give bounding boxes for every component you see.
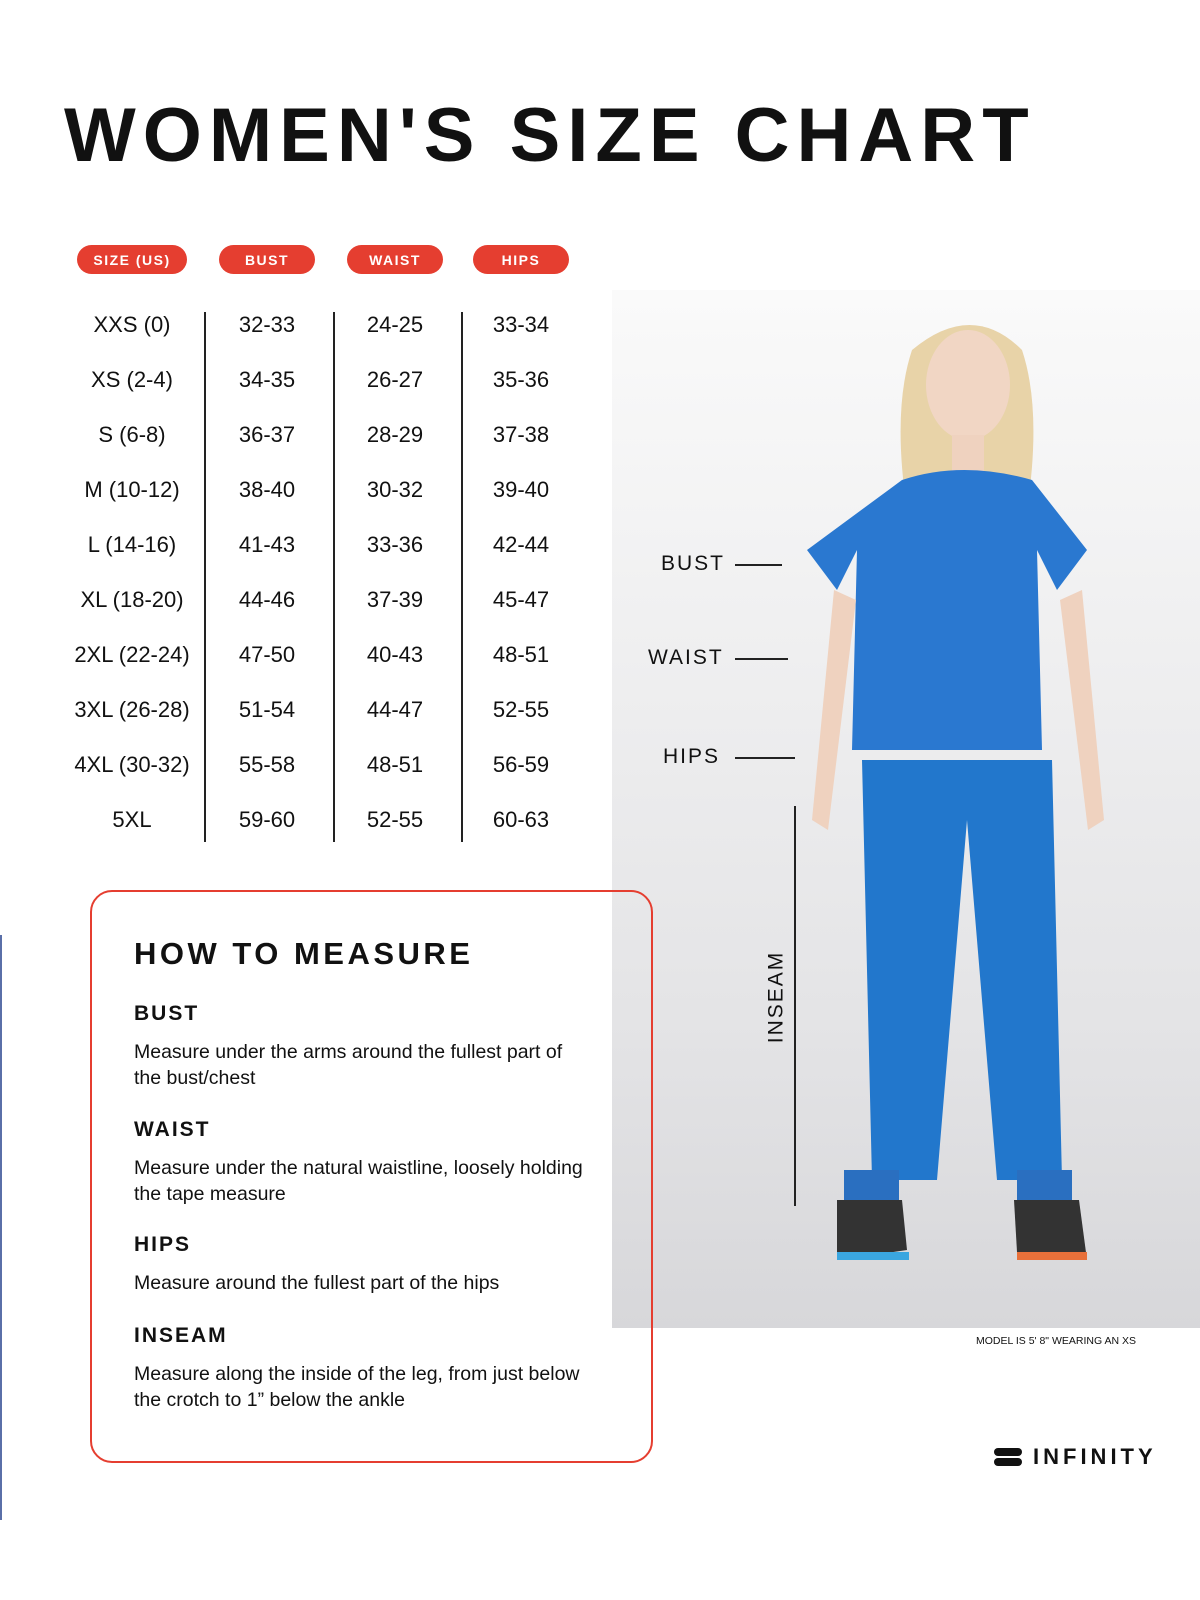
inseam-line [794, 806, 796, 1206]
table-cell: 4XL (30-32) [74, 752, 190, 777]
table-cell: 37-38 [492, 422, 550, 447]
table-cell: 26-27 [366, 367, 424, 392]
waist-line [735, 658, 788, 660]
table-cell: 48-51 [366, 752, 424, 777]
table-cell: 3XL (26-28) [74, 697, 190, 722]
column-divider [333, 312, 335, 842]
hips-label: HIPS [663, 745, 721, 768]
section-text: Measure under the natural waistline, loo… [134, 1157, 583, 1205]
table-cell: 42-44 [492, 532, 550, 557]
table-cell: XL (18-20) [80, 587, 184, 612]
table-cell: XS (2-4) [91, 367, 173, 392]
column-divider [204, 312, 206, 842]
bust-label: BUST [661, 552, 726, 575]
section-heading: HIPS [134, 1233, 192, 1256]
section-heading: BUST [134, 1002, 200, 1025]
column-divider [461, 312, 463, 842]
section-text: Measure under the arms around the fulles… [134, 1041, 563, 1089]
table-cell: 33-34 [492, 312, 550, 337]
model-illustration [807, 325, 1104, 1260]
column-header: WAIST [347, 245, 443, 274]
hips-line [735, 757, 795, 759]
table-cell: 55-58 [238, 752, 296, 777]
bust-line [735, 564, 782, 566]
table-cell: 44-47 [366, 697, 424, 722]
table-cell: 2XL (22-24) [74, 642, 190, 667]
table-cell: 38-40 [238, 477, 296, 502]
table-cell: S (6-8) [98, 422, 166, 447]
how-to-measure-panel: HOW TO MEASURE BUST Measure under the arm… [90, 890, 653, 1463]
table-cell: 33-36 [366, 532, 424, 557]
table-cell: 48-51 [492, 642, 550, 667]
inseam-label: INSEAM [764, 950, 788, 1044]
section-text: Measure around the fullest part of the h… [134, 1272, 500, 1294]
table-cell: 30-32 [366, 477, 424, 502]
table-cell: 52-55 [366, 807, 424, 832]
section-heading: INSEAM [134, 1324, 228, 1347]
table-cell: 35-36 [492, 367, 550, 392]
table-cell: 52-55 [492, 697, 550, 722]
infinity-logo-icon [994, 1448, 1022, 1466]
column-header: SIZE (US) [77, 245, 187, 274]
table-cell: 28-29 [366, 422, 424, 447]
table-cell: 32-33 [238, 312, 296, 337]
table-cell: 24-25 [366, 312, 424, 337]
table-cell: 59-60 [238, 807, 296, 832]
column-header: BUST [219, 245, 315, 274]
table-cell: 56-59 [492, 752, 550, 777]
table-cell: 40-43 [366, 642, 424, 667]
table-cell: 5XL [112, 807, 152, 832]
table-cell: 34-35 [238, 367, 296, 392]
table-cell: 36-37 [238, 422, 296, 447]
brand-name: INFINITY [1033, 1444, 1157, 1469]
table-cell: 47-50 [238, 642, 296, 667]
waist-label: WAIST [648, 646, 724, 669]
brand-logo: INFINITY [993, 1444, 1157, 1470]
model-photo [612, 290, 1200, 1328]
table-cell: M (10-12) [84, 477, 180, 502]
table-cell: 41-43 [238, 532, 296, 557]
table-cell: XXS (0) [93, 312, 171, 337]
edge-line [0, 935, 2, 1520]
table-cell: 44-46 [238, 587, 296, 612]
table-cell: 39-40 [492, 477, 550, 502]
page-title: WOMEN'S SIZE CHART [64, 93, 1036, 178]
model-caption: MODEL IS 5' 8" WEARING AN XS [976, 1335, 1136, 1347]
table-cell: 45-47 [492, 587, 550, 612]
table-cell: 37-39 [366, 587, 424, 612]
column-header: HIPS [473, 245, 569, 274]
table-cell: 51-54 [238, 697, 296, 722]
section-text: Measure along the inside of the leg, fro… [134, 1363, 580, 1411]
table-cell: 60-63 [492, 807, 550, 832]
table-cell: L (14-16) [87, 532, 177, 557]
section-heading: WAIST [134, 1118, 211, 1141]
how-to-title: HOW TO MEASURE [134, 936, 474, 971]
